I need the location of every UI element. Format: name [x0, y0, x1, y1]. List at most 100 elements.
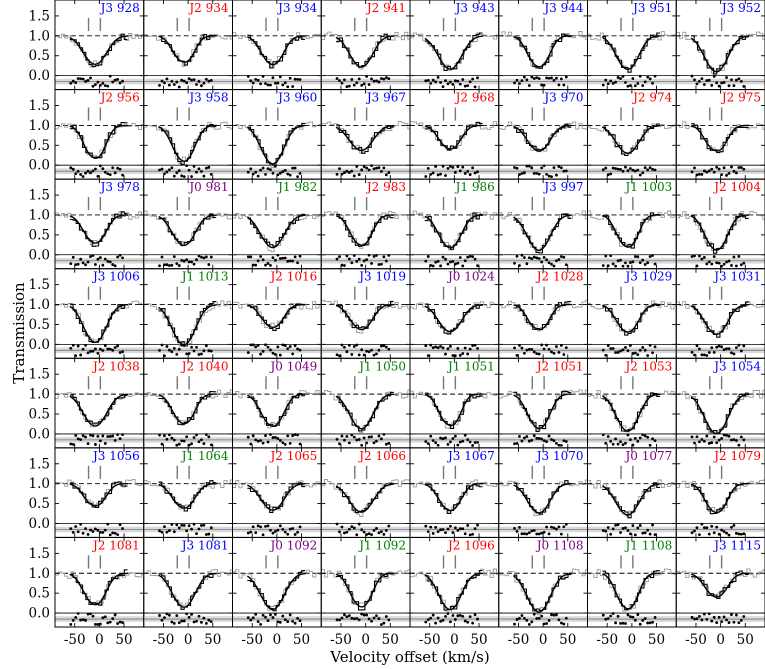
residual-point: [106, 621, 110, 625]
residual-point: [648, 255, 652, 258]
residual-point: [621, 527, 625, 530]
residual-point: [111, 80, 115, 84]
spectrum-panel: J2 1066: [320, 447, 411, 538]
residual-point: [540, 614, 544, 618]
residual-point: [98, 347, 102, 351]
residual-point: [550, 350, 553, 354]
residual-point: [693, 617, 696, 621]
residual-point: [377, 434, 381, 438]
residual-point: [281, 343, 285, 347]
model-profile-line: [513, 303, 572, 331]
residual-point: [547, 347, 551, 351]
spectrum-full-histogram: [232, 480, 322, 511]
y-tick-label: 1.5: [29, 546, 50, 562]
residual-point: [261, 613, 265, 617]
residual-point: [441, 164, 445, 168]
residual-point: [446, 262, 450, 266]
x-tick-label: -50: [64, 632, 86, 648]
residual-point: [717, 438, 721, 442]
residual-point: [71, 255, 75, 259]
residual-point: [246, 170, 250, 174]
residual-point: [89, 171, 92, 175]
residual-point: [271, 171, 275, 175]
residual-point: [165, 345, 169, 348]
y-tick-label: 1.0: [29, 28, 50, 44]
residual-point: [195, 170, 198, 174]
model-profile-line: [424, 393, 483, 427]
residual-point: [377, 531, 381, 535]
residual-point: [246, 255, 250, 259]
residual-point: [89, 255, 92, 258]
spectrum-full-histogram: [587, 300, 677, 333]
residual-point: [513, 81, 516, 85]
model-profile-line: [69, 304, 128, 344]
residual-point: [163, 172, 166, 176]
residual-point: [624, 346, 627, 349]
spectrum-panel: J2 1081: [54, 536, 145, 628]
residual-point: [424, 524, 428, 528]
residual-point: [631, 615, 635, 619]
residual-point: [646, 621, 650, 625]
residual-point: [254, 612, 258, 616]
residual-point: [727, 347, 731, 351]
residual-point: [476, 170, 479, 174]
residual-point: [360, 443, 364, 447]
residual-point: [456, 614, 460, 618]
residual-point: [165, 612, 169, 616]
residual-point: [742, 615, 746, 618]
spectrum-full-histogram: [498, 479, 588, 517]
residual-point: [74, 434, 78, 437]
residual-point: [352, 174, 356, 178]
residual-point: [739, 435, 743, 439]
residual-point: [116, 344, 120, 348]
residual-point: [382, 255, 386, 259]
residual-point: [182, 259, 186, 263]
spectrum-fit-region-histogram: [336, 482, 394, 514]
residual-point: [96, 434, 100, 438]
residual-point: [624, 622, 627, 625]
residual-point: [628, 532, 632, 536]
residual-point: [377, 617, 381, 620]
residual-point: [293, 344, 297, 348]
residual-point: [540, 531, 544, 535]
residual-point: [616, 167, 620, 171]
residual-point: [648, 443, 652, 447]
spectrum-panel: J3 943: [409, 0, 500, 91]
residual-point: [96, 623, 100, 626]
residual-point: [471, 532, 475, 536]
residual-point: [286, 532, 290, 536]
residual-point: [624, 261, 627, 265]
residual-point: [424, 344, 428, 348]
residual-point: [286, 620, 290, 623]
residual-point: [527, 623, 531, 626]
residual-point: [690, 531, 694, 535]
residual-point: [261, 533, 265, 537]
residual-point: [522, 532, 526, 536]
residual-point: [362, 436, 366, 440]
spectrum-fit-region-histogram: [336, 300, 394, 329]
residual-point: [266, 345, 270, 349]
residual-point: [429, 616, 433, 620]
residual-point: [79, 522, 83, 526]
residual-point: [604, 166, 608, 170]
residual-point: [111, 531, 115, 535]
spectrum-fit-region-histogram: [69, 211, 128, 247]
residual-point: [76, 530, 80, 534]
residual-point: [372, 353, 376, 357]
residual-point: [182, 439, 186, 443]
residual-point: [338, 167, 341, 171]
residual-point: [367, 350, 371, 354]
residual-point: [200, 352, 203, 356]
residual-point: [360, 263, 364, 267]
residual-point: [698, 172, 701, 176]
residual-point: [547, 434, 551, 438]
residual-point: [367, 617, 371, 621]
residual-point: [345, 615, 349, 619]
spectrum-panel: J3 1054: [675, 357, 765, 449]
x-tick-label: 50: [648, 632, 665, 648]
residual-point: [739, 263, 743, 267]
spectrum-panel: J3 1029: [587, 268, 677, 359]
residual-point: [545, 440, 548, 444]
residual-point: [468, 254, 472, 258]
residual-point: [94, 527, 97, 531]
